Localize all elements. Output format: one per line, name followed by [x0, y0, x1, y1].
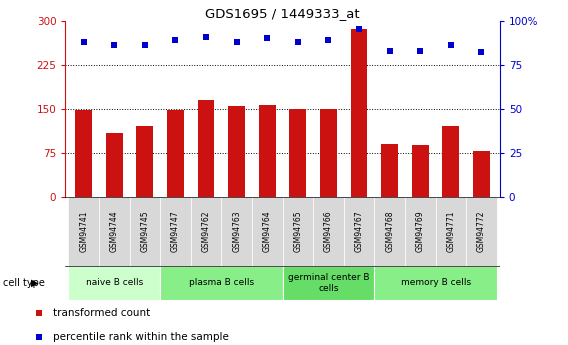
Bar: [473, 151, 490, 197]
Text: GSM94762: GSM94762: [202, 210, 211, 252]
Bar: [283, 266, 374, 300]
Bar: [344, 197, 374, 266]
Bar: [290, 109, 306, 197]
Text: GSM94771: GSM94771: [446, 210, 456, 252]
Bar: [405, 197, 436, 266]
Bar: [167, 110, 184, 197]
Text: naive B cells: naive B cells: [86, 278, 143, 287]
Bar: [412, 145, 429, 197]
Bar: [374, 197, 405, 266]
Text: GSM94766: GSM94766: [324, 210, 333, 252]
Text: GSM94763: GSM94763: [232, 210, 241, 252]
Bar: [350, 30, 367, 197]
Bar: [381, 144, 398, 197]
Bar: [76, 110, 92, 197]
Text: memory B cells: memory B cells: [400, 278, 471, 287]
Bar: [228, 106, 245, 197]
Bar: [436, 197, 466, 266]
Text: GSM94745: GSM94745: [140, 210, 149, 252]
Text: plasma B cells: plasma B cells: [189, 278, 254, 287]
Bar: [160, 197, 191, 266]
Text: GSM94768: GSM94768: [385, 210, 394, 252]
Text: cell type: cell type: [3, 278, 45, 288]
Bar: [259, 105, 275, 197]
Text: GSM94764: GSM94764: [263, 210, 272, 252]
Bar: [320, 109, 337, 197]
Bar: [68, 197, 99, 266]
Bar: [283, 197, 313, 266]
Text: GSM94741: GSM94741: [79, 210, 88, 252]
Title: GDS1695 / 1449333_at: GDS1695 / 1449333_at: [205, 7, 360, 20]
Bar: [442, 126, 460, 197]
Text: GSM94769: GSM94769: [416, 210, 425, 252]
Text: GSM94747: GSM94747: [171, 210, 180, 252]
Text: GSM94772: GSM94772: [477, 210, 486, 252]
Bar: [106, 133, 123, 197]
Bar: [130, 197, 160, 266]
Text: percentile rank within the sample: percentile rank within the sample: [53, 332, 229, 342]
Text: GSM94765: GSM94765: [294, 210, 302, 252]
Bar: [466, 197, 497, 266]
Bar: [99, 197, 130, 266]
Bar: [191, 197, 222, 266]
Text: germinal center B
cells: germinal center B cells: [288, 273, 369, 293]
Bar: [68, 266, 160, 300]
Bar: [313, 197, 344, 266]
Bar: [136, 126, 153, 197]
Text: GSM94767: GSM94767: [354, 210, 364, 252]
Text: GSM94744: GSM94744: [110, 210, 119, 252]
Text: transformed count: transformed count: [53, 308, 151, 318]
Text: ▶: ▶: [31, 278, 39, 288]
Bar: [160, 266, 283, 300]
Bar: [252, 197, 283, 266]
Bar: [374, 266, 497, 300]
Bar: [198, 100, 215, 197]
Bar: [222, 197, 252, 266]
